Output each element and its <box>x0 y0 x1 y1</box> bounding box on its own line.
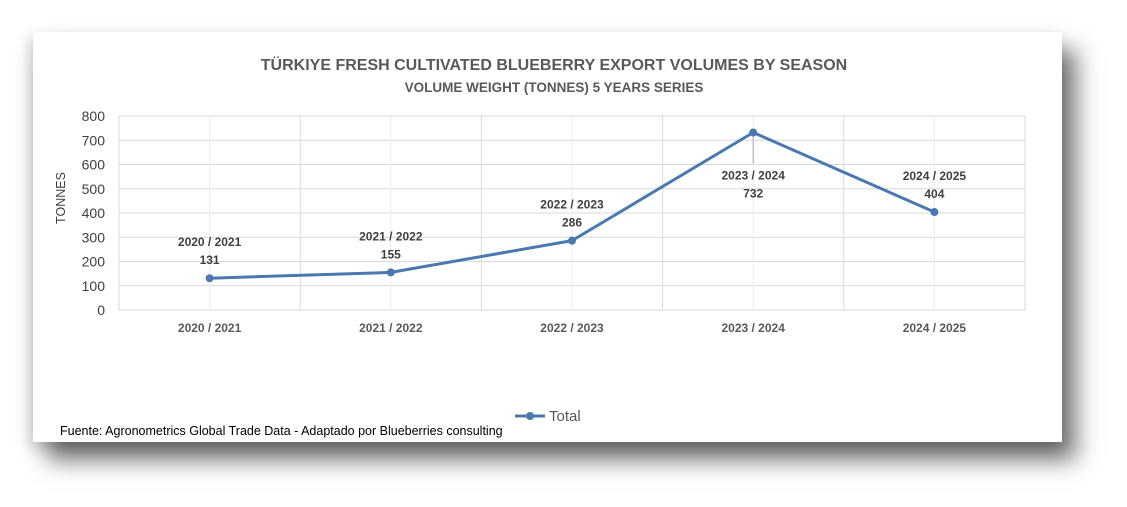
legend-marker-swatch <box>526 412 534 420</box>
data-label-value: 732 <box>743 186 763 200</box>
data-label-category: 2023 / 2024 <box>721 168 785 182</box>
data-label-value: 286 <box>562 216 582 230</box>
x-tick-label: 2020 / 2021 <box>178 321 242 335</box>
y-tick-label: 600 <box>82 157 106 173</box>
x-tick-labels: 2020 / 2021 2021 / 2022 2022 / 2023 2023 / … <box>178 321 967 335</box>
legend[interactable]: Total <box>515 408 581 425</box>
chart-title: TÜRKIYE FRESH CULTIVATED BLUEBERRY EXPOR… <box>261 55 847 74</box>
data-point[interactable] <box>749 128 758 137</box>
y-tick-label: 700 <box>82 132 106 148</box>
legend-label-total: Total <box>549 408 581 425</box>
x-tick-label: 2021 / 2022 <box>359 321 423 335</box>
data-label-value: 155 <box>381 247 401 261</box>
y-tick-label: 200 <box>82 254 106 270</box>
chart-subtitle: VOLUME WEIGHT (TONNES) 5 YEARS SERIES <box>405 80 704 95</box>
data-label-category: 2024 / 2025 <box>903 169 967 183</box>
data-point[interactable] <box>386 268 395 277</box>
x-tick-label: 2024 / 2025 <box>903 321 967 335</box>
data-label-value: 404 <box>924 187 944 201</box>
y-axis-label: TONNES <box>54 172 68 224</box>
data-point[interactable] <box>930 208 939 217</box>
y-tick-label: 300 <box>82 229 106 245</box>
x-tick-label: 2022 / 2023 <box>540 321 604 335</box>
y-tick-label: 100 <box>82 278 106 294</box>
source-note: Fuente: Agronometrics Global Trade Data … <box>60 424 503 438</box>
y-tick-labels: 0 100 200 300 400 500 600 700 800 <box>82 108 106 318</box>
data-label-value: 131 <box>200 253 220 267</box>
series-layer <box>205 128 939 283</box>
x-tick-label: 2023 / 2024 <box>721 321 785 335</box>
data-label-category: 2022 / 2023 <box>540 198 604 212</box>
data-point[interactable] <box>568 236 576 245</box>
y-tick-label: 800 <box>82 108 106 124</box>
data-labels: 2020 / 2021 131 2021 / 2022 155 2022 / 2023 2… <box>178 136 967 267</box>
y-tick-label: 400 <box>82 205 106 221</box>
y-tick-label: 500 <box>82 181 106 197</box>
grid-layer <box>118 115 1026 311</box>
data-label-category: 2020 / 2021 <box>178 235 242 249</box>
y-tick-label: 0 <box>97 302 105 318</box>
data-point[interactable] <box>205 274 214 283</box>
data-label-category: 2021 / 2022 <box>359 229 423 243</box>
